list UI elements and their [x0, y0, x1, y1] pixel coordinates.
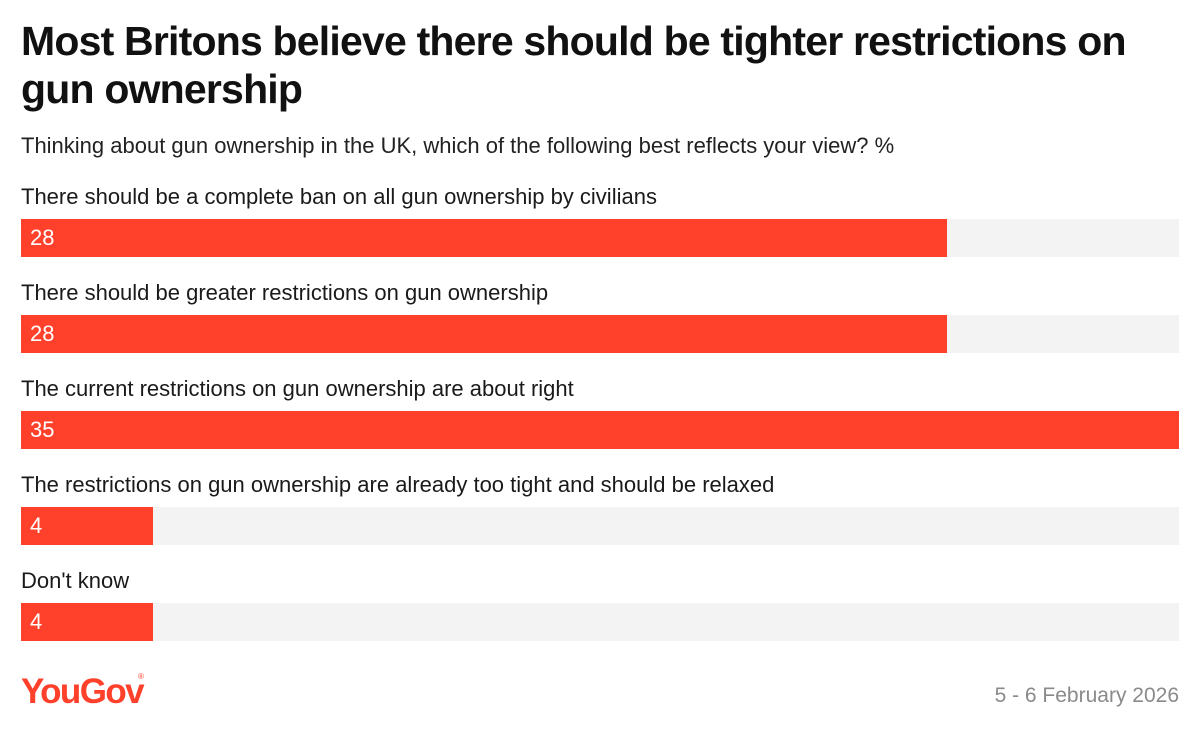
bar: [21, 315, 948, 353]
bar-row: The current restrictions on gun ownershi…: [21, 372, 1179, 468]
bar-track: 28: [21, 219, 1179, 257]
bar-label: There should be greater restrictions on …: [21, 280, 549, 305]
bar-track: 35: [21, 411, 1179, 449]
bar-value-label: 28: [30, 225, 55, 250]
survey-date: 5 - 6 February 2026: [994, 684, 1179, 707]
chart-title: Most Britons believe there should be tig…: [21, 18, 1127, 112]
bar: [21, 603, 154, 641]
bar: [21, 219, 948, 257]
bar-value-label: 35: [30, 417, 55, 442]
chart-subtitle: Thinking about gun ownership in the UK, …: [21, 133, 895, 158]
bar: [21, 507, 154, 545]
registered-mark-icon: ®: [138, 672, 144, 681]
yougov-logo: YouGov: [21, 672, 145, 711]
bar-value-label: 4: [30, 609, 43, 634]
bar-label: There should be a complete ban on all gu…: [21, 184, 657, 209]
bar-row: There should be a complete ban on all gu…: [21, 180, 1179, 276]
bar-value-label: 28: [30, 321, 55, 346]
bar-label: The restrictions on gun ownership are al…: [21, 472, 775, 497]
bar-label: Don't know: [21, 568, 130, 593]
bar-track: 4: [21, 603, 1179, 641]
bar-track: 28: [21, 315, 1179, 353]
bar-track: 4: [21, 507, 1179, 545]
bar-row: The restrictions on gun ownership are al…: [21, 468, 1179, 564]
bar-row: Don't know 4: [21, 564, 1179, 660]
bar-label: The current restrictions on gun ownershi…: [21, 376, 574, 401]
bar: [21, 411, 1179, 449]
bar-row: There should be greater restrictions on …: [21, 276, 1179, 372]
bar-chart: There should be a complete ban on all gu…: [21, 180, 1179, 660]
bar-value-label: 4: [30, 513, 43, 538]
